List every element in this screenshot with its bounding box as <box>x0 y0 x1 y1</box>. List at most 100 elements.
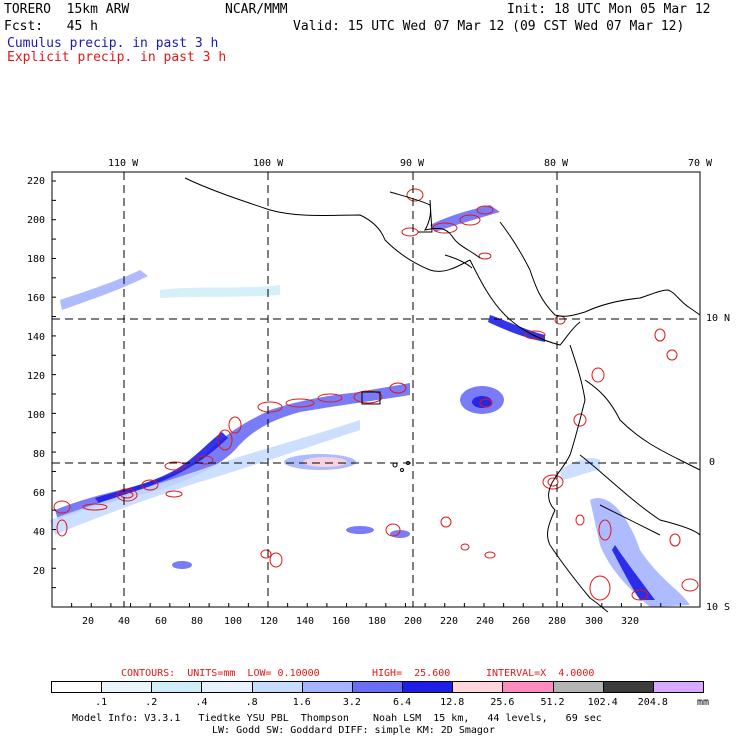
model-name: TORERO 15km ARW <box>4 2 130 17</box>
border-4 <box>418 199 433 233</box>
contour <box>589 575 611 601</box>
colorbar-cell <box>301 681 353 693</box>
contour <box>385 523 401 537</box>
coast-central-america <box>469 259 581 346</box>
precip-sa-core <box>612 545 655 600</box>
coast-caribbean-ca <box>499 221 586 317</box>
contour <box>53 500 71 514</box>
x-tick-label: 140 <box>296 616 315 627</box>
y-tick-label: 160 <box>27 293 46 304</box>
colorbar-cell <box>502 681 554 693</box>
contour <box>196 455 214 465</box>
colorbar-label: .8 <box>245 697 258 708</box>
precip-band-coast <box>430 205 500 232</box>
colorbar-cell <box>101 681 153 693</box>
colorbar-cell <box>452 681 504 693</box>
x-tick-label: 80 <box>191 616 204 627</box>
y-tick-label: 220 <box>27 176 46 187</box>
contour <box>669 533 681 547</box>
contour <box>575 514 585 526</box>
contour <box>631 589 649 601</box>
island <box>400 468 404 472</box>
forecast-hour: Fcst: 45 h <box>4 19 98 34</box>
contour-interval: INTERVAL=X 4.0000 <box>486 668 595 679</box>
colorbar-label: .4 <box>195 697 208 708</box>
lat-label: 10 N <box>706 313 731 324</box>
x-tick-label: 280 <box>548 616 567 627</box>
contour <box>165 490 183 498</box>
coastlines <box>184 177 701 613</box>
contour <box>389 382 407 394</box>
colorbar-cell <box>151 681 203 693</box>
x-tick-label: 300 <box>585 616 604 627</box>
precip-blob-s1 <box>172 561 192 569</box>
y-tick-label: 40 <box>33 527 46 538</box>
x-tick-label: 200 <box>404 616 423 627</box>
contour <box>476 205 494 215</box>
colorbar-cell <box>201 681 253 693</box>
colorbar-label: 102.4 <box>587 697 618 708</box>
colorbar-label: 3.2 <box>342 697 361 708</box>
border-2 <box>579 454 701 536</box>
plot-frame <box>51 171 701 608</box>
contour-info: CONTOURS: UNITS=mm LOW= 0.10000 <box>121 668 320 679</box>
lon-label: 70 W <box>688 158 713 169</box>
contour <box>654 328 666 342</box>
coast-colombia-n <box>584 289 701 316</box>
border-3 <box>599 504 661 536</box>
contour <box>141 479 159 491</box>
x-tick-label: 20 <box>82 616 95 627</box>
colorbar-label: 6.4 <box>393 697 412 708</box>
x-tick-label: 240 <box>476 616 495 627</box>
border-5 <box>444 254 473 269</box>
colorbar-label: 25.6 <box>490 697 515 708</box>
y-tick-label: 180 <box>27 254 46 265</box>
colorbar-label: 1.6 <box>292 697 311 708</box>
x-tick-label: 220 <box>440 616 459 627</box>
explicit-legend: Explicit precip. in past 3 h <box>7 50 227 65</box>
lon-label: 90 W <box>400 158 425 169</box>
colorbar-cell <box>552 681 604 693</box>
precip-band-south-core <box>95 432 228 505</box>
coast-yucatan <box>389 191 481 259</box>
y-tick-label: 20 <box>33 566 46 577</box>
lat-label: 0 <box>709 457 716 468</box>
x-tick-label: 100 <box>224 616 243 627</box>
precip-blob-s2 <box>346 526 374 534</box>
contour <box>524 330 546 340</box>
colorbar-label: .1 <box>95 697 108 708</box>
model-info: Model Info: V3.3.1 Tiedtke YSU PBL Thomp… <box>72 713 602 724</box>
colorbar-cell <box>402 681 454 693</box>
contour <box>573 413 587 427</box>
valid-time: Valid: 15 UTC Wed 07 Mar 12 (09 CST Wed … <box>293 19 685 34</box>
colorbar-cell <box>351 681 404 693</box>
colorbar-label: 204.8 <box>637 697 668 708</box>
galapagos-box <box>361 391 381 405</box>
coast-peru <box>549 544 609 613</box>
contour <box>120 491 134 499</box>
organization: NCAR/MMM <box>225 2 288 17</box>
contour <box>591 367 605 383</box>
x-tick-label: 120 <box>260 616 279 627</box>
physics-info: LW: Godd SW: Goddard DIFF: simple KM: 2D… <box>212 725 495 736</box>
contour <box>459 214 481 226</box>
island <box>392 462 398 468</box>
contour <box>479 398 493 408</box>
explicit-contours <box>53 188 699 601</box>
colorbar-label: 12.8 <box>440 697 465 708</box>
contour <box>269 552 283 568</box>
contour <box>406 188 424 202</box>
contour <box>317 393 343 403</box>
contour <box>460 543 470 551</box>
grid-lines <box>52 172 700 607</box>
border-1 <box>584 379 701 471</box>
y-tick-label: 100 <box>27 410 46 421</box>
contour <box>432 222 458 234</box>
colorbar-cell <box>652 681 704 693</box>
contour <box>217 429 233 451</box>
contour <box>478 252 492 260</box>
y-tick-label: 60 <box>33 488 46 499</box>
x-tick-label: 180 <box>368 616 387 627</box>
contour <box>542 474 564 490</box>
